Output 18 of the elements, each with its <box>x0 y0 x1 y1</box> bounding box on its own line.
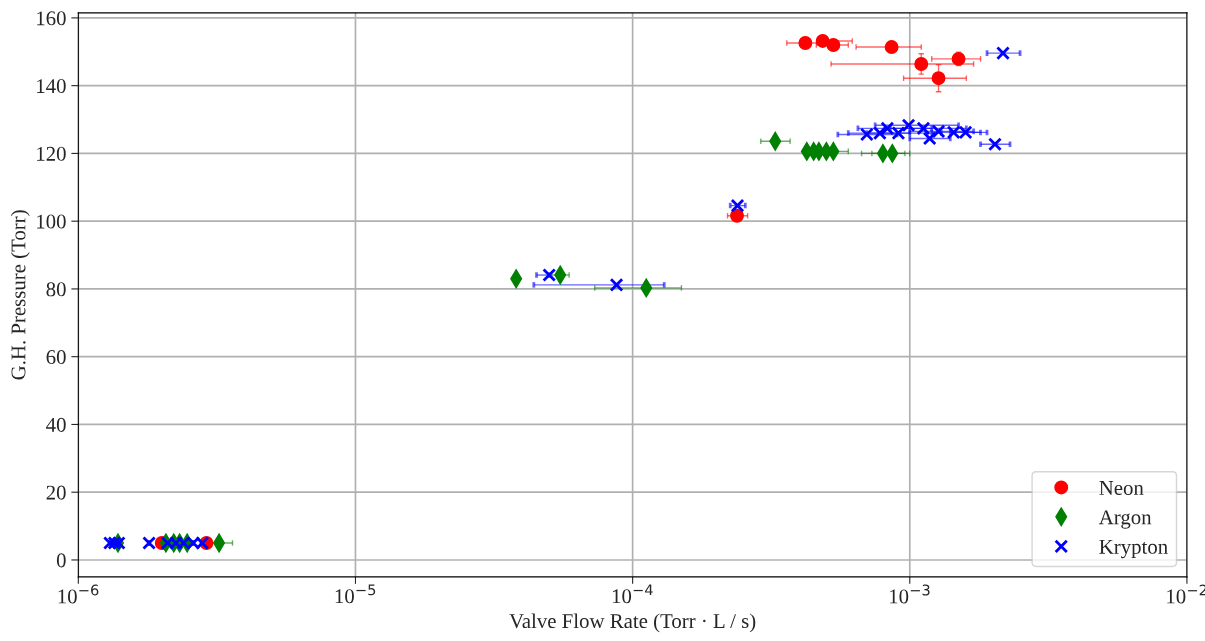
legend-label: Argon <box>1098 510 1152 529</box>
legend-label: Neon <box>1099 481 1144 495</box>
y-tick-label: 20 <box>46 485 66 500</box>
x-tick-label: 10$^{−6}$ <box>58 584 99 604</box>
y-tick-label: 140 <box>37 79 66 94</box>
y-tick-label: 0 <box>56 553 66 568</box>
x-tick-label: 10$^{−5}$ <box>335 584 376 604</box>
y-tick-label: 100 <box>37 214 66 229</box>
y-tick-label: 40 <box>46 417 66 432</box>
x-tick-label: 10$^{−3}$ <box>890 584 930 604</box>
y-tick-label: 80 <box>46 282 66 297</box>
y-tick-label: 160 <box>37 11 66 26</box>
y-axis-title: G.H. Pressure (Torr) <box>10 210 30 380</box>
x-tick-label: 10$^{−4}$ <box>612 584 653 604</box>
y-tick-label: 60 <box>46 350 66 365</box>
y-tick-label: 120 <box>37 146 66 161</box>
x-axis-title: Valve Flow Rate (Torr · L / s) <box>509 613 756 633</box>
legend-label: Krypton <box>1099 540 1168 559</box>
